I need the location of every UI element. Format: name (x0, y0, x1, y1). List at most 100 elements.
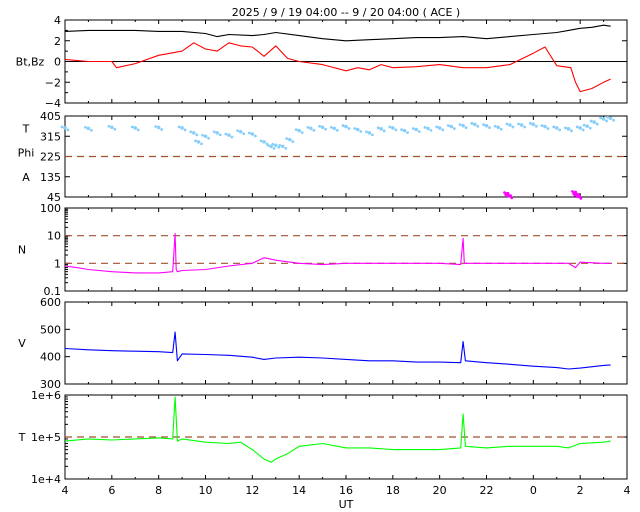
x-tick-label: 10 (199, 484, 213, 497)
data-point (589, 119, 593, 123)
y-tick-label: 400 (40, 351, 61, 364)
data-point (605, 119, 608, 123)
data-point (552, 125, 556, 129)
data-point (441, 128, 445, 132)
data-point (329, 125, 333, 129)
data-point (394, 128, 398, 132)
data-point (359, 130, 363, 133)
y-tick-label: 405 (40, 110, 61, 123)
data-point (63, 126, 67, 130)
data-point (262, 140, 266, 144)
data-point (570, 129, 573, 133)
x-tick-label: 20 (433, 484, 447, 497)
data-point (595, 122, 599, 126)
data-point (242, 132, 246, 136)
data-point (250, 132, 255, 136)
data-point (288, 137, 292, 142)
data-point (272, 146, 276, 150)
data-point (194, 139, 197, 143)
data-point (540, 124, 544, 127)
y-axis-label: T (18, 431, 26, 444)
x-tick-label: 2 (577, 484, 584, 497)
series-line (64, 42, 611, 93)
x-tick-label: 0 (530, 484, 537, 497)
y-tick-label: 0.1 (44, 285, 62, 298)
data-point (200, 142, 203, 146)
data-point (402, 128, 407, 133)
data-point (505, 122, 509, 126)
series-line (64, 24, 611, 42)
data-point (160, 128, 164, 131)
data-point (183, 128, 187, 132)
data-point (218, 133, 222, 137)
x-tick-label: 12 (245, 484, 259, 497)
data-point (499, 127, 503, 131)
y-tick-label: 500 (40, 323, 61, 336)
data-point (458, 123, 462, 127)
y-tick-label: 135 (40, 171, 61, 184)
y-tick-label: 1 (54, 257, 61, 270)
data-point (371, 133, 374, 137)
data-point (437, 126, 442, 130)
data-point (297, 128, 301, 133)
data-point (472, 122, 477, 127)
data-point (84, 125, 87, 129)
y-tick-label: 1e+5 (31, 431, 61, 444)
y-axis-label: Phi (18, 147, 35, 160)
y-tick-label: 1e+4 (31, 473, 61, 486)
data-point (511, 125, 515, 129)
y-axis-label: Bt,Bz (16, 56, 45, 69)
data-point (203, 134, 208, 139)
data-point (400, 128, 403, 132)
data-point (484, 123, 489, 128)
chart-title: 2025 / 9 / 19 04:00 -- 9 / 20 04:00 ( AC… (232, 6, 460, 19)
data-point (236, 129, 240, 133)
data-point (578, 126, 582, 130)
data-point (554, 126, 559, 130)
data-point (344, 124, 348, 129)
data-point (201, 133, 204, 137)
y-tick-label: 600 (40, 296, 61, 309)
data-point (238, 129, 243, 134)
data-point (177, 125, 181, 129)
data-point (107, 124, 111, 128)
data-point (423, 125, 427, 129)
data-point (606, 115, 610, 119)
x-tick-label: 4 (624, 484, 631, 497)
y-tick-label: 0 (54, 56, 61, 69)
y-axis-label: T (22, 122, 30, 135)
data-point (391, 126, 395, 130)
x-tick-label: 4 (62, 484, 69, 497)
data-point (278, 143, 282, 147)
data-point (196, 140, 201, 144)
data-point (504, 193, 508, 197)
data-point (324, 127, 327, 131)
data-point (312, 128, 316, 132)
data-point (461, 123, 465, 128)
x-tick-label: 22 (480, 484, 494, 497)
data-point (224, 132, 228, 136)
data-point (66, 128, 70, 132)
data-point (191, 131, 196, 135)
y-tick-label: 45 (47, 191, 61, 204)
x-tick-label: 8 (155, 484, 162, 497)
data-point (564, 126, 567, 130)
data-point (212, 130, 216, 134)
y-tick-label: 4 (54, 14, 61, 27)
data-point (195, 133, 199, 137)
data-point (608, 116, 613, 121)
data-point (417, 130, 421, 133)
data-point (543, 124, 547, 129)
y-axis-label: N (18, 244, 26, 257)
y-tick-label: 100 (40, 202, 61, 215)
data-point (291, 140, 295, 144)
data-point (215, 131, 220, 135)
y-tick-label: 2 (54, 35, 61, 48)
data-point (227, 133, 231, 137)
y-tick-label: 225 (40, 151, 61, 164)
data-point (113, 127, 117, 131)
data-point (379, 127, 383, 131)
data-point (294, 128, 298, 132)
y-axis-label: V (18, 337, 26, 350)
data-point (470, 121, 474, 125)
